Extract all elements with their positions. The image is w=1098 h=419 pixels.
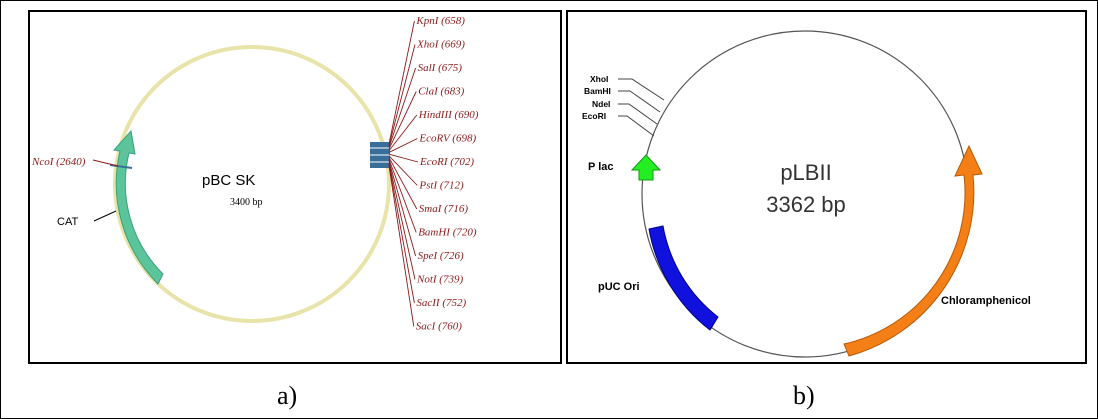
mcs-leader-line	[388, 164, 415, 304]
plbii-size-label: 3362 bp	[766, 192, 846, 217]
mcs-site-label: ClaI (683)	[418, 86, 464, 98]
panel-a-pbc-sk-map: NcoI (2640) CAT KpnI (658) XhoI (669) SalI…	[28, 10, 562, 364]
mcs-site-label: BamHI (720)	[418, 227, 477, 239]
chloramphenicol-label: Chloramphenicol	[941, 295, 1031, 307]
mcs-leader-line	[388, 153, 419, 163]
plbii-plasmid-map: XhoI BamHI NdeI EcoRI P lac pUC Ori Chlo…	[582, 30, 1031, 358]
mcs-site-label: SacII (752)	[416, 297, 466, 309]
mcs-site-label: PstI (712)	[418, 180, 464, 192]
mcs-site-label: SpeI (726)	[418, 250, 464, 262]
ncoi-site-mark	[109, 164, 133, 169]
mcs-site-label: XhoI (669)	[416, 39, 465, 51]
mcs-site-label: EcoRV (698)	[418, 133, 476, 145]
mcs-leader-line	[388, 67, 417, 148]
panel-b-plbii-map: XhoI BamHI NdeI EcoRI P lac pUC Ori Chlo…	[566, 10, 1087, 364]
mcs-leader-line	[388, 20, 415, 145]
site-label-xhoi: XhoI	[590, 74, 608, 84]
mcs-site-label: SmaI (716)	[419, 203, 469, 215]
site-label-bamhi: BamHI	[584, 86, 611, 96]
mcs-leader-line	[388, 155, 418, 186]
pbc-size-label: 3400 bp	[230, 197, 263, 208]
mcs-site-label: NotI (739)	[416, 274, 463, 286]
mcs-site-label: KpnI (658)	[415, 15, 465, 27]
mcs-leader-line	[388, 159, 417, 233]
mcs-site-label: HindIII (690)	[418, 109, 479, 121]
mcs-leader-line	[388, 91, 417, 150]
mcs-leader-line	[388, 162, 416, 280]
caption-b: b)	[793, 381, 815, 410]
cat-leader-line	[93, 210, 117, 222]
pbc-backbone-circle	[113, 45, 391, 323]
cat-label: CAT	[57, 216, 78, 228]
mcs-leader-line	[388, 138, 418, 153]
ncoi-label: NcoI (2640)	[31, 156, 86, 168]
mcs-leader-lines	[388, 20, 419, 327]
plac-arrow	[630, 154, 662, 181]
mcs-leader-line	[388, 160, 417, 257]
mcs-site-label: SacI (760)	[416, 321, 462, 333]
plbii-plasmid-name: pLBII	[780, 160, 831, 185]
puc-ori-segment	[648, 225, 719, 331]
mcs-ticks	[370, 147, 390, 163]
chloramphenicol-arrow	[843, 144, 983, 357]
plbii-site-leaders	[618, 78, 665, 137]
mcs-leader-line	[388, 44, 416, 146]
mcs-leader-line	[388, 114, 418, 152]
puc-ori-label: pUC Ori	[598, 281, 640, 293]
site-label-ndei: NdeI	[592, 99, 610, 109]
caption-a: a)	[277, 381, 298, 410]
pbc-plasmid-name: pBC SK	[202, 172, 255, 189]
mcs-leader-line	[388, 157, 418, 210]
mcs-site-label: EcoRI (702)	[419, 156, 474, 168]
ncoi-leader-line	[92, 159, 119, 167]
mcs-site-label: SalI (675)	[418, 62, 463, 74]
mcs-site-labels: KpnI (658) XhoI (669) SalI (675) ClaI (683)…	[415, 15, 478, 333]
pbc-sk-plasmid-map: NcoI (2640) CAT KpnI (658) XhoI (669) SalI…	[31, 15, 479, 333]
cat-gene-arrow	[113, 129, 164, 285]
mcs-leader-line	[388, 165, 415, 327]
plac-label: P lac	[588, 161, 614, 173]
site-label-ecori: EcoRI	[582, 111, 606, 121]
